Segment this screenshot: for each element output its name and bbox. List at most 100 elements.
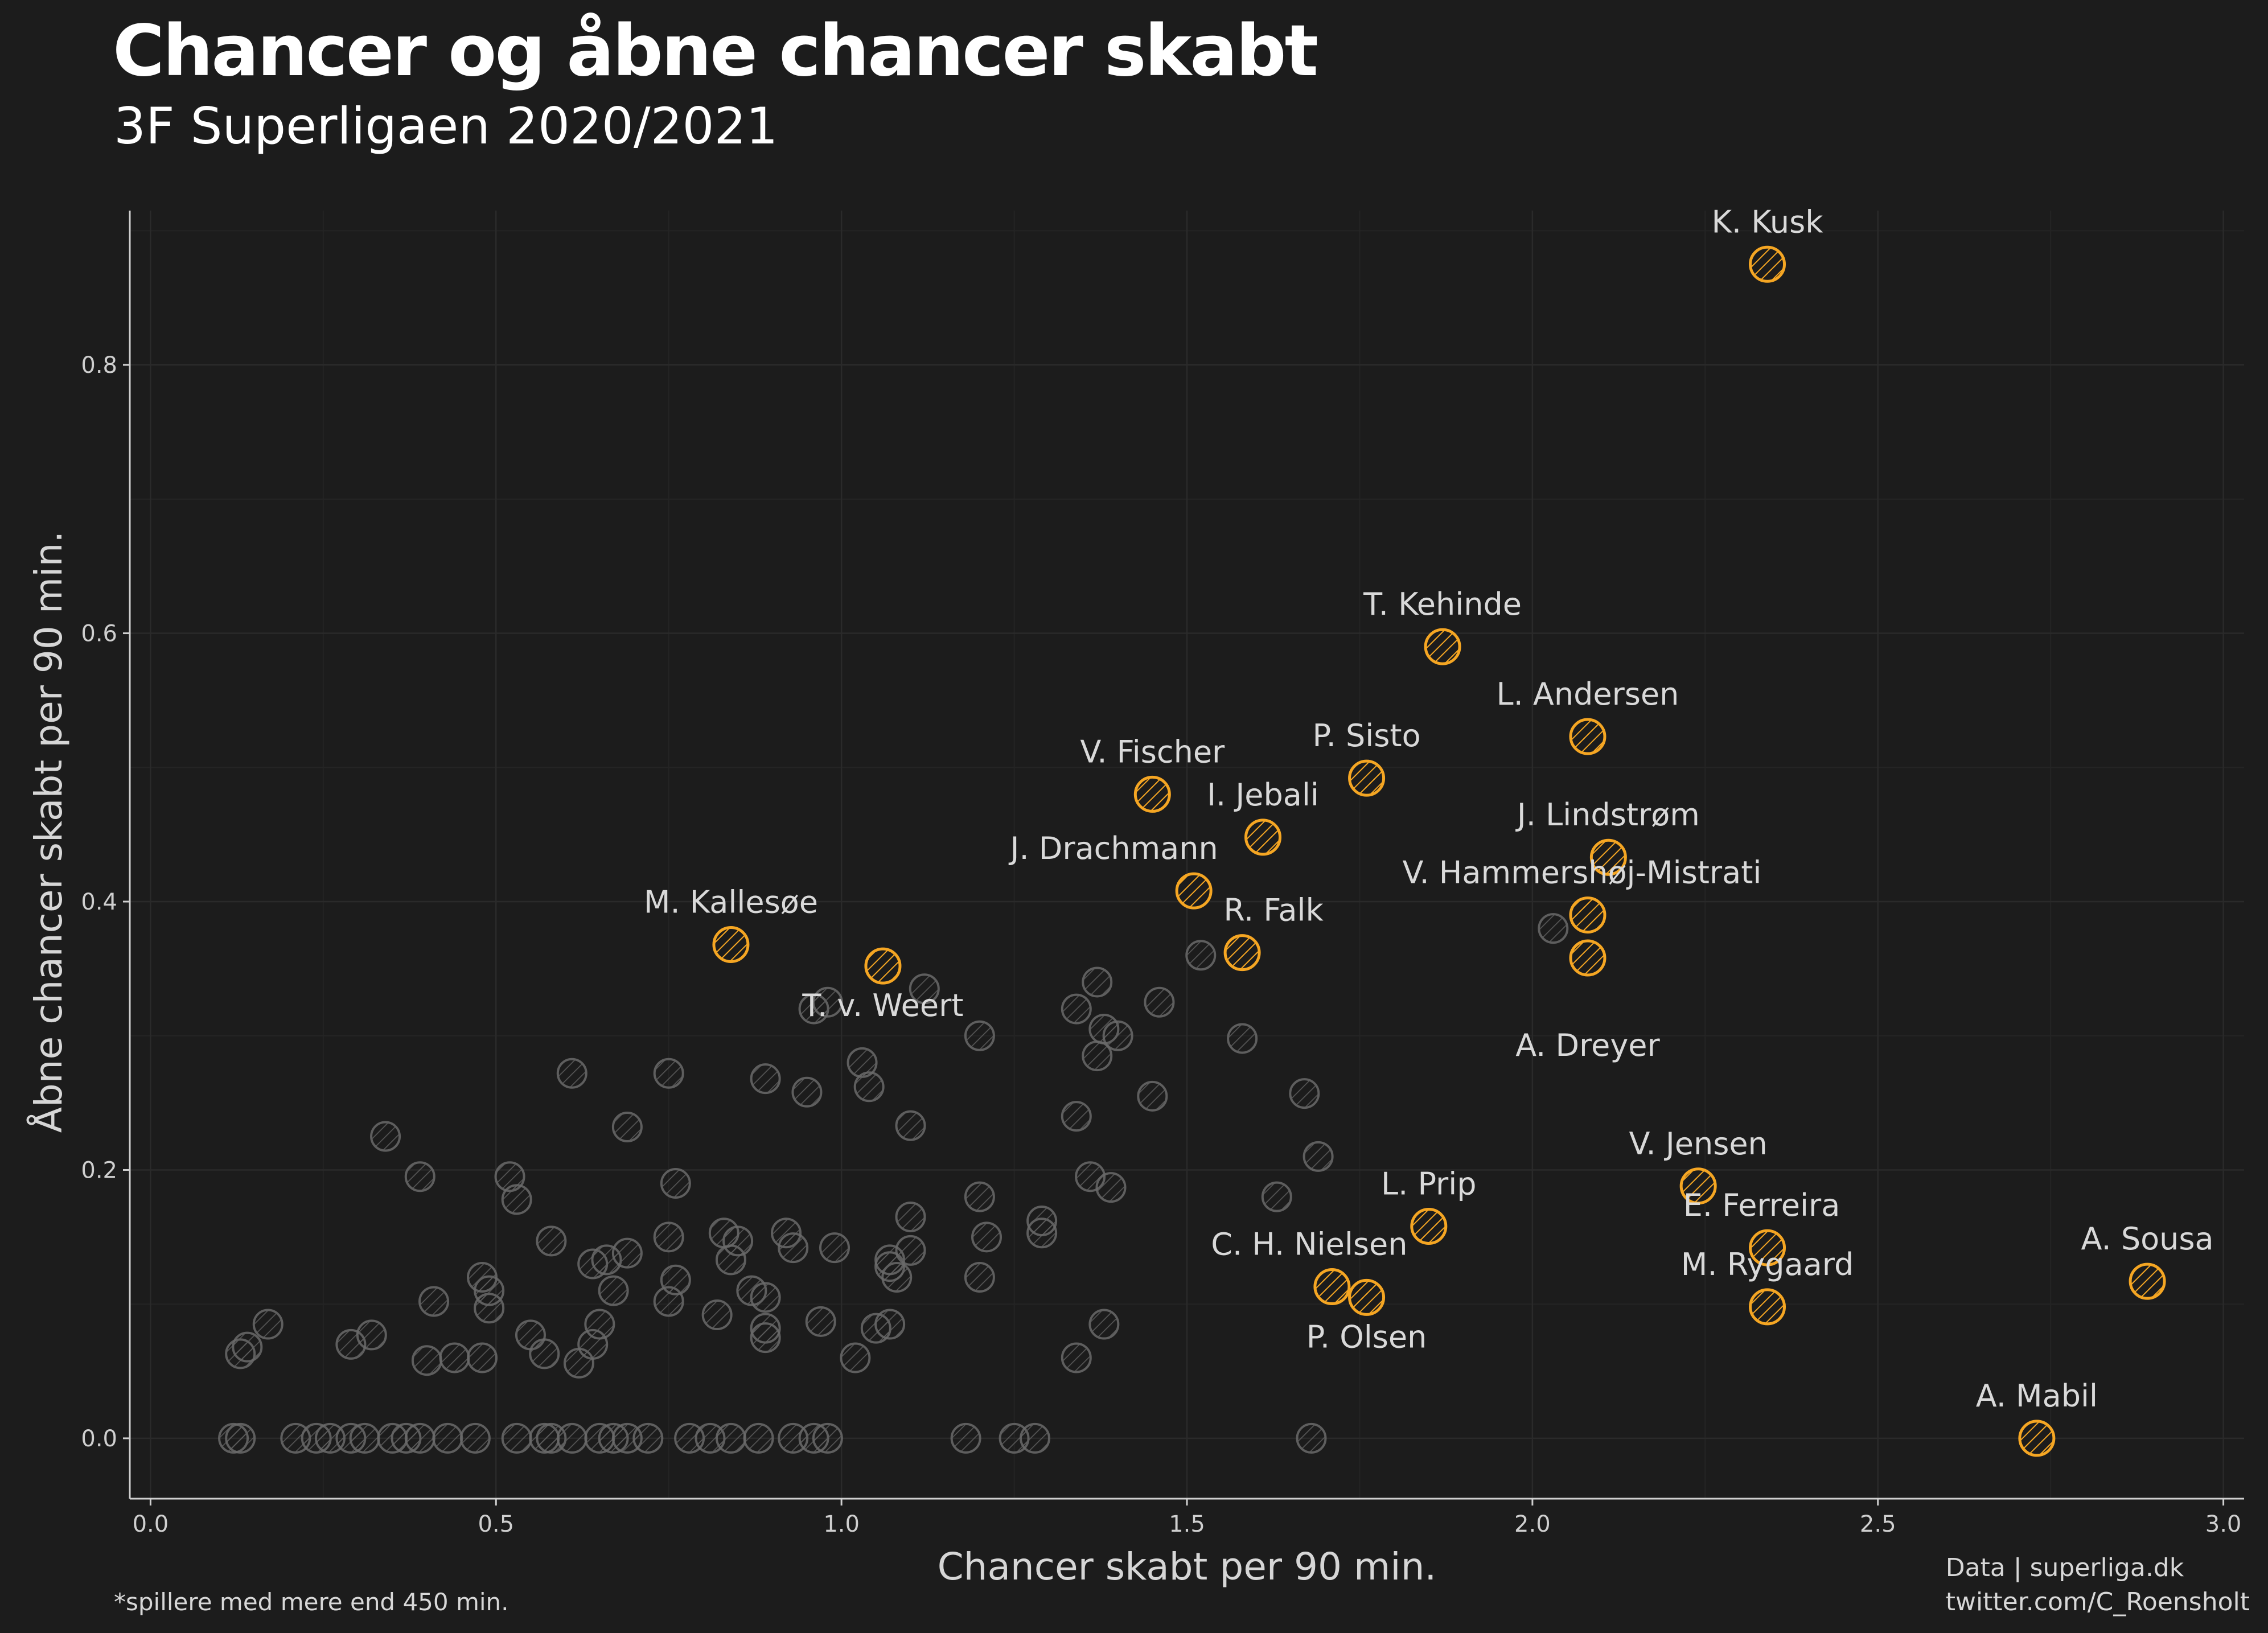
highlighted-player-point (2129, 1262, 2166, 1300)
other-player-point (1061, 993, 1092, 1025)
highlighted-player-point (1348, 1278, 1386, 1316)
other-player-point (1095, 1172, 1127, 1203)
other-player-point (370, 1121, 401, 1152)
other-player-point (750, 1322, 781, 1354)
source-credit: Data | superliga.dk twitter.com/C_Roensh… (1946, 1551, 2250, 1619)
player-label: M. Rygaard (1681, 1247, 1854, 1282)
other-player-point (660, 1168, 691, 1199)
highlighted-player-point (1569, 718, 1606, 755)
other-player-point (611, 1237, 643, 1269)
highlighted-player-point (1223, 934, 1261, 972)
other-player-point (1088, 1309, 1120, 1340)
other-player-point (404, 1422, 435, 1454)
highlighted-player-point (1424, 628, 1461, 665)
x-tick-label: 2.0 (1514, 1511, 1551, 1537)
highlighted-player-point (1569, 896, 1606, 934)
other-player-point (653, 1221, 684, 1253)
other-player-point (1185, 940, 1217, 971)
x-tick-label: 2.5 (1860, 1511, 1896, 1537)
y-tick-label: 0.2 (81, 1157, 117, 1183)
player-label: A. Mabil (1976, 1378, 2098, 1414)
highlighted-player-point (1589, 838, 1627, 876)
other-player-point (501, 1422, 532, 1454)
chart-subtitle: 3F Superligaen 2020/2021 (114, 97, 778, 155)
highlighted-player-point (712, 925, 750, 963)
other-player-point (715, 1422, 746, 1454)
other-player-point (252, 1309, 284, 1340)
other-player-point (701, 1299, 733, 1331)
player-label: I. Jebali (1207, 777, 1319, 813)
player-label: P. Olsen (1306, 1319, 1427, 1355)
grid-lines (130, 211, 2244, 1499)
other-player-point (232, 1331, 263, 1363)
other-player-point (874, 1309, 906, 1340)
other-player-point (418, 1286, 450, 1317)
other-player-point (1102, 1020, 1133, 1051)
other-player-point (1538, 913, 1569, 944)
player-label: J. Drachmann (1009, 830, 1218, 866)
other-player-point (812, 986, 843, 1018)
other-player-point (467, 1262, 498, 1293)
other-player-point (791, 1076, 823, 1108)
other-player-point (1303, 1141, 1334, 1172)
x-tick-label: 1.5 (1169, 1511, 1205, 1537)
y-axis-title: Åbne chancer skabt per 90 min. (27, 531, 71, 1133)
chart-title: Chancer og åbne chancer skabt (113, 10, 1318, 92)
other-player-point (598, 1275, 629, 1306)
other-player-point (1061, 1101, 1092, 1132)
source-line-1: Data | superliga.dk (1945, 1553, 2184, 1582)
other-player-point (778, 1232, 809, 1264)
other-player-point (1137, 1080, 1168, 1112)
y-tick-label: 0.8 (81, 352, 117, 379)
other-player-point (349, 1422, 380, 1454)
highlighted-player-point (1244, 818, 1282, 856)
y-tick-label: 0.0 (81, 1426, 117, 1452)
other-player-point (459, 1422, 491, 1454)
other-player-point (840, 1342, 871, 1373)
other-player-point (1144, 986, 1175, 1018)
other-player-point (950, 1422, 981, 1454)
other-player-point (964, 1262, 995, 1293)
player-label: T. v. Weert (802, 988, 963, 1023)
other-player-point (556, 1422, 587, 1454)
axes: 0.0 0.5 1.0 1.5 2.0 2.5 3.0 0.0 0.2 0.4 0.6 0.8 (81, 211, 2244, 1537)
other-player-point (1061, 1342, 1092, 1373)
other-player-point (971, 1221, 1002, 1253)
player-label: T. Kehinde (1363, 586, 1522, 622)
player-label: A. Dreyer (1515, 1027, 1660, 1063)
other-player-point (467, 1342, 498, 1373)
other-player-point (895, 1235, 926, 1266)
other-player-point (1026, 1206, 1058, 1237)
other-player-point (660, 1264, 691, 1295)
other-player-point (611, 1112, 643, 1143)
highlighted-player-point (1749, 1288, 1786, 1326)
other-player-point (225, 1422, 256, 1454)
other-player-point (529, 1338, 560, 1369)
other-player-point (1082, 966, 1113, 998)
other-player-point (1019, 1422, 1050, 1454)
other-player-point (1227, 1023, 1258, 1054)
x-tick-label: 0.0 (133, 1511, 169, 1537)
source-line-2: twitter.com/C_Roensholt (1945, 1587, 2250, 1616)
other-player-point (432, 1422, 463, 1454)
player-label: K. Kusk (1711, 204, 1823, 240)
y-tick-label: 0.4 (81, 889, 117, 915)
other-player-point (964, 1181, 995, 1212)
other-player-point (750, 1063, 781, 1095)
player-label: C. H. Nielsen (1211, 1227, 1407, 1262)
other-player-point (895, 1201, 926, 1232)
player-label: R. Falk (1223, 892, 1324, 928)
other-player-point (653, 1058, 684, 1089)
other-player-point (812, 1422, 843, 1454)
other-player-point (556, 1058, 587, 1089)
highlighted-player-point (1410, 1207, 1448, 1245)
highlighted-player-point (1749, 1229, 1786, 1266)
other-player-point (1261, 1181, 1292, 1212)
other-player-point (964, 1020, 995, 1051)
other-player-point (708, 1217, 739, 1249)
other-player-point (743, 1422, 774, 1454)
player-label: J. Lindstrøm (1515, 797, 1700, 833)
other-player-point (632, 1422, 664, 1454)
player-label: L. Prip (1381, 1166, 1477, 1202)
